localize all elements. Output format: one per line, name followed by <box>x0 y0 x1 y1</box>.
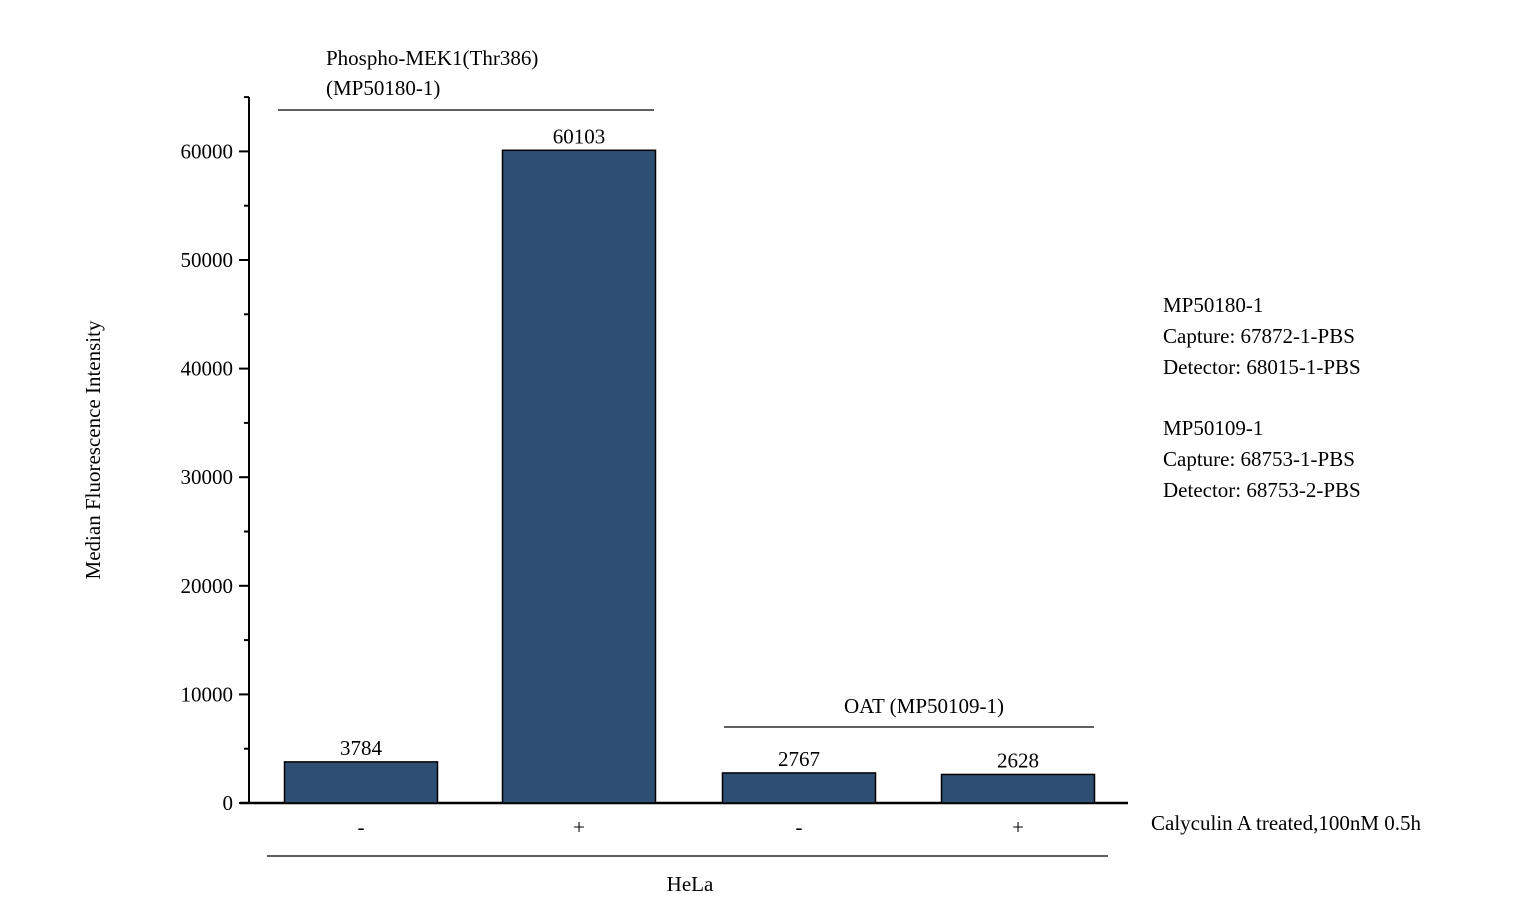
y-tick-label: 30000 <box>181 465 234 489</box>
x-axis-ticks: - + - + <box>358 815 1024 839</box>
bar <box>940 773 1096 804</box>
x-category-label: + <box>1012 815 1024 839</box>
bar-value-label: 60103 <box>553 124 606 148</box>
bar-value-label: 3784 <box>340 736 383 760</box>
note-detector-2: Detector: 68753-2-PBS <box>1163 478 1361 502</box>
bar <box>721 772 877 804</box>
bars-group <box>283 149 1096 804</box>
group-2-label: OAT (MP50109-1) <box>844 694 1004 718</box>
data-labels-group: 3784 60103 2767 2628 <box>340 124 1039 772</box>
bar <box>283 761 439 804</box>
x-category-label: - <box>358 815 365 839</box>
note-mp50180: MP50180-1 <box>1163 293 1263 317</box>
group-1-label-line1: Phospho-MEK1(Thr386) <box>326 46 538 70</box>
y-tick-label: 60000 <box>181 139 234 163</box>
x-category-label: - <box>796 815 803 839</box>
y-tick-label: 10000 <box>181 682 234 706</box>
y-tick-label: 40000 <box>181 357 234 381</box>
note-mp50109: MP50109-1 <box>1163 416 1263 440</box>
bar-value-label: 2767 <box>778 747 820 771</box>
note-capture-2: Capture: 68753-1-PBS <box>1163 447 1355 471</box>
treatment-label: Calyculin A treated,100nM 0.5h <box>1151 811 1422 835</box>
bar-value-label: 2628 <box>997 748 1039 772</box>
y-tick-label: 50000 <box>181 248 234 272</box>
y-tick-label: 0 <box>223 791 234 815</box>
note-detector-1: Detector: 68015-1-PBS <box>1163 355 1361 379</box>
bar <box>501 149 657 804</box>
group-1-label-line2: (MP50180-1) <box>326 76 440 100</box>
x-category-label: + <box>573 815 585 839</box>
cell-line-label: HeLa <box>667 872 714 896</box>
y-tick-label: 20000 <box>181 574 234 598</box>
note-capture-1: Capture: 67872-1-PBS <box>1163 324 1355 348</box>
y-axis-ticks: 0 10000 20000 30000 40000 50000 60000 <box>181 96 249 815</box>
y-axis-label: Median Fluorescence Intensity <box>81 320 105 579</box>
